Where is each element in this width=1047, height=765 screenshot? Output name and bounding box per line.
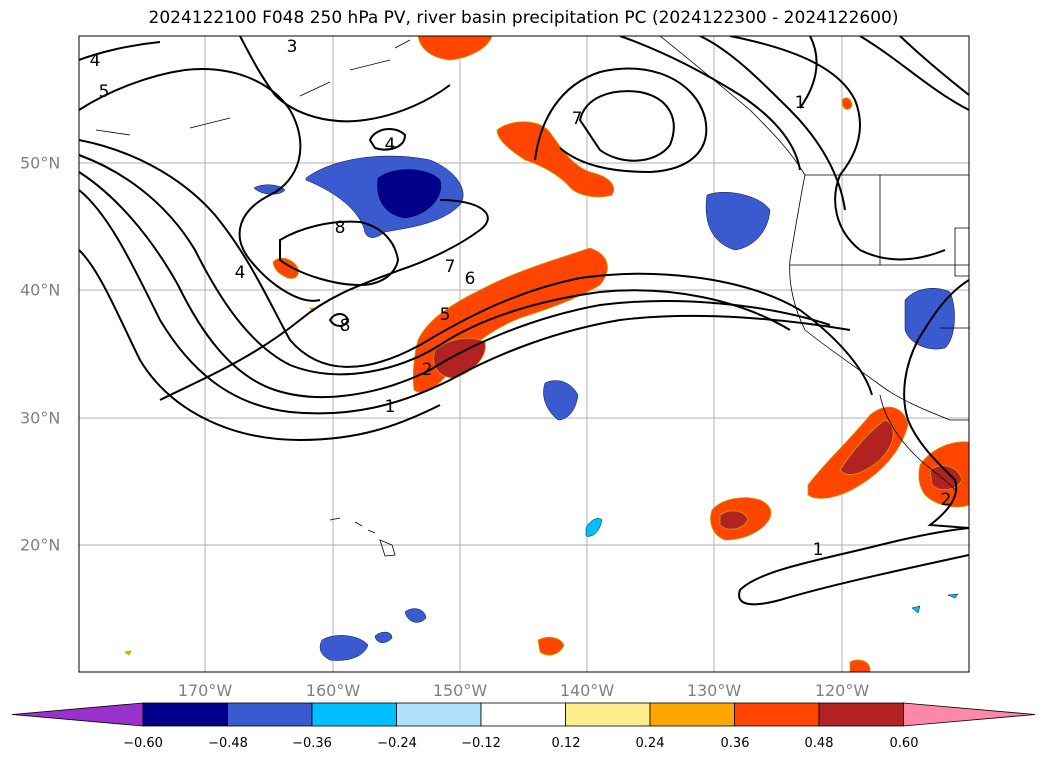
colorbar-segment bbox=[649, 702, 735, 727]
colorbar-segment bbox=[227, 702, 313, 727]
contour-labels: 1 1 2 2 3 4 4 4 5 5 6 7 7 8 8 1 bbox=[90, 37, 952, 560]
colorbar-segment bbox=[565, 702, 651, 727]
contour-label: 2 bbox=[422, 360, 433, 380]
colorbar-tick-label: −0.24 bbox=[377, 736, 417, 751]
contour-label: 7 bbox=[572, 109, 583, 129]
colorbar-tick-label: 0.48 bbox=[804, 736, 834, 751]
colorbar-tick-label: 0.24 bbox=[635, 736, 665, 751]
colorbar-tick-label: 0.60 bbox=[889, 736, 919, 751]
colorbar-segment bbox=[311, 702, 397, 727]
lon-label: 120°W bbox=[814, 681, 870, 700]
lon-label: 170°W bbox=[177, 681, 233, 700]
contour-label: 7 bbox=[445, 257, 456, 277]
contour-label: 8 bbox=[335, 218, 346, 238]
lon-label: 130°W bbox=[686, 681, 742, 700]
colorbar-tick-label: −0.60 bbox=[123, 736, 163, 751]
contour-label: 6 bbox=[465, 269, 476, 289]
contour-label: 8 bbox=[340, 316, 351, 336]
contour-label: 1 bbox=[385, 397, 396, 417]
lon-label: 140°W bbox=[559, 681, 615, 700]
graticule bbox=[79, 36, 969, 672]
colorbar-segment bbox=[818, 702, 904, 727]
colorbar-tick-label: −0.12 bbox=[461, 736, 501, 751]
colorbar-extend-min bbox=[11, 702, 144, 727]
lat-label: 20°N bbox=[20, 535, 61, 555]
positive-pc-areas bbox=[124, 36, 969, 672]
negative-pc-areas bbox=[253, 155, 959, 661]
contour-label: 5 bbox=[99, 82, 110, 102]
contour-label: 1 bbox=[795, 93, 806, 113]
colorbar-segment bbox=[142, 702, 228, 727]
contour-label: 5 bbox=[440, 305, 451, 325]
contour-label: 4 bbox=[90, 51, 101, 71]
pv-contours bbox=[79, 36, 969, 606]
contour-label: 2 bbox=[941, 490, 952, 510]
contour-label: 1 bbox=[813, 540, 824, 560]
colorbar-tick-label: −0.36 bbox=[292, 736, 332, 751]
coastlines bbox=[95, 36, 969, 557]
map-title: 2024122100 F048 250 hPa PV, river basin … bbox=[148, 8, 899, 28]
colorbar bbox=[11, 702, 1036, 727]
colorbar-tick-label: 0.12 bbox=[551, 736, 581, 751]
lat-label: 40°N bbox=[20, 280, 61, 300]
colorbar-extend-max bbox=[903, 702, 1036, 727]
colorbar-segment bbox=[480, 702, 566, 727]
contour-label: 4 bbox=[385, 135, 396, 155]
contour-label: 4 bbox=[235, 263, 246, 283]
colorbar-tick-label: −0.48 bbox=[208, 736, 248, 751]
lon-label: 150°W bbox=[432, 681, 488, 700]
colorbar-segment bbox=[734, 702, 820, 727]
lat-label: 30°N bbox=[20, 408, 61, 428]
colorbar-segment bbox=[396, 702, 482, 727]
colorbar-tick-label: 0.36 bbox=[720, 736, 750, 751]
lon-label: 160°W bbox=[305, 681, 361, 700]
lat-label: 50°N bbox=[20, 153, 61, 173]
contour-label: 3 bbox=[287, 37, 298, 57]
